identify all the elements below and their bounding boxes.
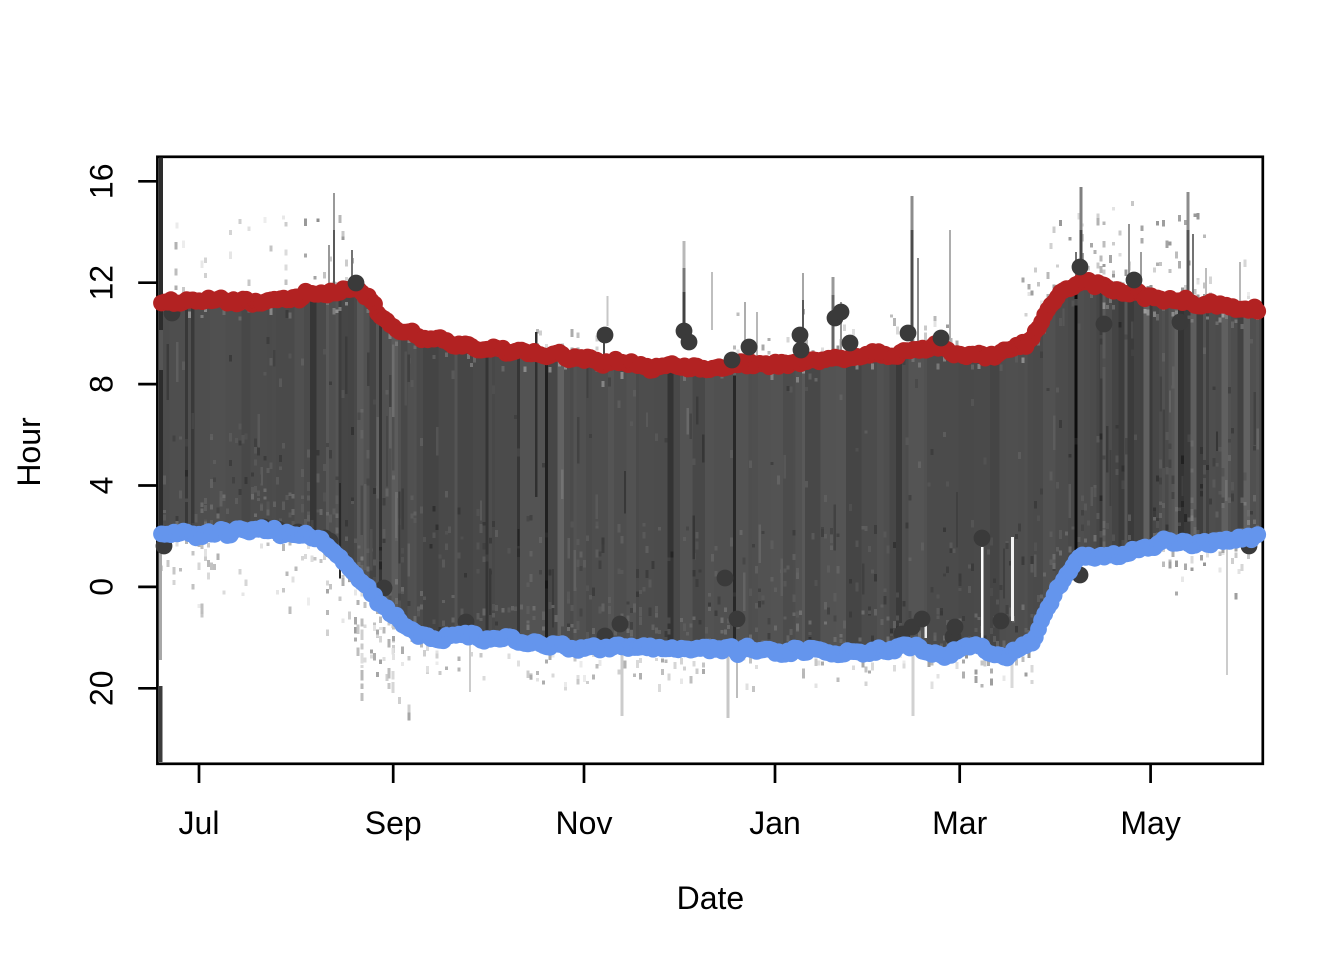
- svg-text:4: 4: [84, 477, 120, 495]
- svg-text:Mar: Mar: [932, 805, 987, 841]
- svg-text:8: 8: [84, 375, 120, 393]
- svg-text:Sep: Sep: [365, 805, 422, 841]
- svg-text:Nov: Nov: [556, 805, 613, 841]
- svg-text:Date: Date: [677, 880, 745, 916]
- svg-text:May: May: [1120, 805, 1180, 841]
- svg-text:0: 0: [84, 578, 120, 596]
- svg-text:12: 12: [84, 265, 120, 301]
- svg-text:20: 20: [84, 671, 120, 707]
- svg-text:Hour: Hour: [11, 417, 47, 487]
- svg-text:16: 16: [84, 164, 120, 200]
- svg-text:Jan: Jan: [749, 805, 801, 841]
- svg-text:Jul: Jul: [179, 805, 220, 841]
